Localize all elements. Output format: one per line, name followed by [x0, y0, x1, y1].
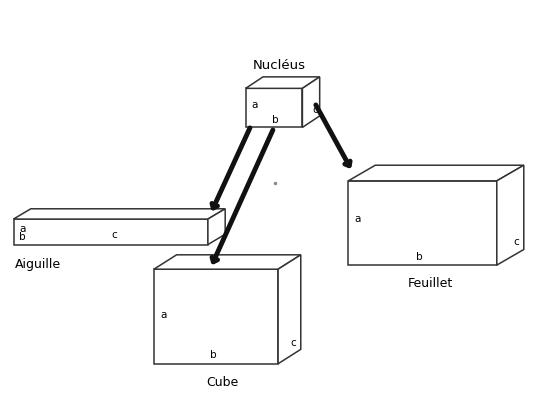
Polygon shape — [246, 88, 302, 127]
Text: Aiguille: Aiguille — [15, 258, 60, 271]
Text: Cube: Cube — [207, 376, 239, 389]
Text: b: b — [416, 252, 423, 262]
Polygon shape — [14, 219, 208, 245]
Polygon shape — [278, 255, 301, 364]
Text: b: b — [272, 115, 279, 125]
Polygon shape — [246, 77, 320, 88]
Polygon shape — [14, 209, 225, 219]
Polygon shape — [208, 209, 225, 245]
Text: Feuillet: Feuillet — [408, 277, 453, 291]
Text: a: a — [160, 309, 167, 320]
Text: b: b — [19, 233, 25, 242]
Polygon shape — [154, 269, 278, 364]
Text: c: c — [291, 338, 296, 348]
Text: c: c — [513, 236, 519, 247]
Text: a: a — [251, 100, 258, 110]
Polygon shape — [348, 165, 524, 181]
Polygon shape — [154, 255, 301, 269]
Polygon shape — [348, 181, 497, 265]
Text: c: c — [112, 230, 118, 240]
Polygon shape — [302, 77, 320, 127]
Text: c: c — [312, 105, 318, 115]
Text: a: a — [355, 214, 361, 224]
Text: a: a — [19, 224, 25, 234]
Polygon shape — [497, 165, 524, 265]
Text: b: b — [210, 351, 217, 360]
Text: Nucléus: Nucléus — [253, 59, 306, 72]
